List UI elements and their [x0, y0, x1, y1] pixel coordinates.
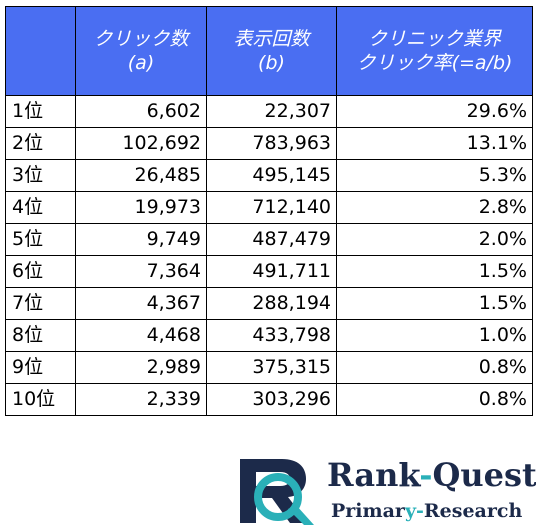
impressions-cell: 303,296: [206, 383, 337, 416]
table-row: 9位 2,989 375,315 0.8%: [5, 351, 533, 384]
impressions-cell: 783,963: [206, 127, 337, 160]
impressions-cell: 495,145: [206, 159, 337, 192]
logo-title-part1: Rank: [327, 456, 420, 494]
table-row: 10位 2,339 303,296 0.8%: [5, 383, 533, 416]
header-clicks-line1: クリック数: [93, 28, 189, 50]
table-row: 7位 4,367 288,194 1.5%: [5, 287, 533, 320]
rank-cell: 8位: [5, 319, 76, 352]
clicks-cell: 7,364: [75, 255, 207, 288]
rank-cell: 6位: [5, 255, 76, 288]
rank-quest-logo: Rank-Quest Primary-Research: [238, 455, 536, 527]
clicks-cell: 6,602: [75, 95, 207, 128]
logo-title: Rank-Quest: [327, 455, 536, 495]
logo-subtitle: Primary-Research: [331, 499, 522, 523]
header-row: クリック数 (a) 表示回数 (b) クリニック業界 クリック率(=a/b): [5, 6, 533, 96]
header-impressions-line2: (b): [258, 52, 285, 74]
ctr-table: クリック数 (a) 表示回数 (b) クリニック業界 クリック率(=a/b) 1…: [5, 6, 533, 416]
clicks-cell: 2,989: [75, 351, 207, 384]
rank-cell: 10位: [5, 383, 76, 416]
logo-sub-dash: -: [416, 500, 424, 522]
table-header: クリック数 (a) 表示回数 (b) クリニック業界 クリック率(=a/b): [5, 6, 533, 96]
rank-cell: 1位: [5, 95, 76, 128]
table-body: 1位 6,602 22,307 29.6% 2位 102,692 783,963…: [5, 95, 533, 416]
header-ctr: クリニック業界 クリック率(=a/b): [336, 6, 533, 96]
table-row: 5位 9,749 487,479 2.0%: [5, 223, 533, 256]
header-rank: [5, 6, 76, 96]
impressions-cell: 487,479: [206, 223, 337, 256]
logo-sub-part1: Primar: [331, 500, 405, 522]
ctr-cell: 0.8%: [336, 383, 533, 416]
table-row: 8位 4,468 433,798 1.0%: [5, 319, 533, 352]
logo-sub-part2: Research: [423, 500, 523, 522]
table-row: 2位 102,692 783,963 13.1%: [5, 127, 533, 160]
ctr-cell: 13.1%: [336, 127, 533, 160]
ctr-cell: 1.5%: [336, 255, 533, 288]
impressions-cell: 433,798: [206, 319, 337, 352]
rank-cell: 3位: [5, 159, 76, 192]
table-row: 3位 26,485 495,145 5.3%: [5, 159, 533, 192]
logo-title-part2: Quest: [432, 456, 536, 494]
ctr-cell: 0.8%: [336, 351, 533, 384]
impressions-cell: 22,307: [206, 95, 337, 128]
header-ctr-line2: クリック率(=a/b): [356, 52, 513, 74]
clicks-cell: 4,468: [75, 319, 207, 352]
ctr-cell: 1.5%: [336, 287, 533, 320]
clicks-cell: 9,749: [75, 223, 207, 256]
rank-cell: 9位: [5, 351, 76, 384]
impressions-cell: 288,194: [206, 287, 337, 320]
table-row: 4位 19,973 712,140 2.8%: [5, 191, 533, 224]
clicks-cell: 19,973: [75, 191, 207, 224]
rank-cell: 7位: [5, 287, 76, 320]
table-row: 1位 6,602 22,307 29.6%: [5, 95, 533, 128]
impressions-cell: 712,140: [206, 191, 337, 224]
ctr-cell: 2.8%: [336, 191, 533, 224]
table-row: 6位 7,364 491,711 1.5%: [5, 255, 533, 288]
clicks-cell: 102,692: [75, 127, 207, 160]
ctr-cell: 2.0%: [336, 223, 533, 256]
header-ctr-line1: クリニック業界: [367, 28, 501, 50]
ctr-cell: 5.3%: [336, 159, 533, 192]
rank-cell: 4位: [5, 191, 76, 224]
header-impressions-line1: 表示回数: [233, 28, 310, 50]
clicks-cell: 26,485: [75, 159, 207, 192]
logo-sub-highlight: y: [404, 500, 416, 522]
impressions-cell: 491,711: [206, 255, 337, 288]
rank-cell: 5位: [5, 223, 76, 256]
ctr-cell: 1.0%: [336, 319, 533, 352]
impressions-cell: 375,315: [206, 351, 337, 384]
ctr-cell: 29.6%: [336, 95, 533, 128]
rq-logo-mark-icon: [240, 459, 314, 525]
clicks-cell: 4,367: [75, 287, 207, 320]
header-clicks: クリック数 (a): [75, 6, 207, 96]
clicks-cell: 2,339: [75, 383, 207, 416]
rank-cell: 2位: [5, 127, 76, 160]
logo-title-dash: -: [419, 456, 433, 494]
header-clicks-line2: (a): [127, 52, 155, 74]
header-impressions: 表示回数 (b): [206, 6, 337, 96]
